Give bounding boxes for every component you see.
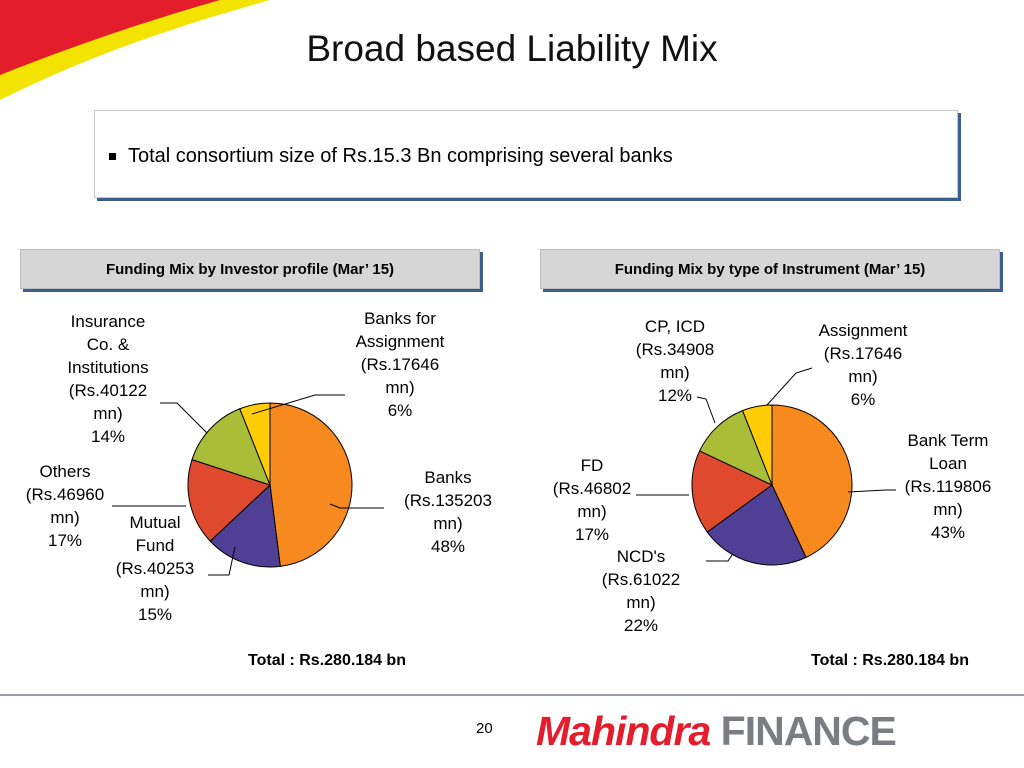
info-box: Total consortium size of Rs.15.3 Bn comp… (94, 110, 958, 198)
leader-line (251, 394, 345, 415)
pie-chart-instrument-svg: Bank Term Loan (Rs.119806 mn) 43% NCD's (Rs.61… (553, 317, 992, 635)
pie-slice-banks (269, 402, 353, 567)
leader-line (208, 546, 236, 576)
leader-line (706, 554, 733, 562)
slice-label-mutual-fund: Mutual Fund (Rs.40253 mn) 15% (116, 513, 194, 624)
bullet-item: Total consortium size of Rs.15.3 Bn comp… (109, 145, 673, 168)
leader-line (847, 489, 896, 493)
slice-label-ncd-s: NCD's (Rs.61022 mn) 22% (602, 547, 680, 635)
pie-chart-investor: Banks (Rs.135203 mn) 48% Mutual Fund (Rs.40253… (0, 295, 512, 645)
pie-slice-bank-term-loan (771, 404, 853, 559)
bullet-text: Total consortium size of Rs.15.3 Bn comp… (128, 145, 673, 167)
leader-line (329, 503, 384, 509)
total-investor: Total : Rs.280.184 bn (248, 652, 406, 669)
bullet-icon (109, 153, 116, 160)
pie-slice-banks-for-assignment (239, 402, 271, 486)
slice-label-others: Others (Rs.46960 mn) 17% (26, 462, 104, 550)
pie-chart-instrument: Bank Term Loan (Rs.119806 mn) 43% NCD's (Rs.61… (512, 295, 1024, 645)
chart-header-instrument: Funding Mix by type of Instrument (Mar’ … (540, 249, 1000, 289)
footer-divider (0, 694, 1024, 696)
corner-decoration (0, 0, 270, 100)
page-number: 20 (476, 720, 493, 737)
pie-slice-fd (691, 450, 773, 533)
pie-chart-investor-svg: Banks (Rs.135203 mn) 48% Mutual Fund (Rs.40253… (26, 309, 492, 624)
pie-slice-assignment (741, 404, 773, 486)
pie-slice-ncd-s (706, 484, 807, 566)
pie-slice-others (187, 459, 271, 542)
total-instrument: Total : Rs.280.184 bn (811, 652, 969, 669)
leader-line (696, 396, 716, 424)
slice-label-banks: Banks (Rs.135203 mn) 48% (404, 468, 492, 556)
slice-label-assignment: Assignment (Rs.17646 mn) 6% (819, 321, 908, 409)
brand-mahindra: Mahindra (536, 708, 711, 754)
leader-line (160, 402, 208, 434)
slice-label-cp-icd: CP, ICD (Rs.34908 mn) 12% (636, 317, 714, 405)
pie-slice-insurance-co-institutions (191, 408, 271, 486)
slice-label-insurance-co-institutions: Insurance Co. & Institutions (Rs.40122 mn) 14… (67, 312, 148, 446)
brand-logo: Mahindra FINANCE (536, 708, 897, 755)
pie-slice-mutual-fund (209, 483, 281, 568)
slice-label-bank-term-loan: Bank Term Loan (Rs.119806 mn) 43% (905, 431, 992, 542)
slice-label-banks-for-assignment: Banks for Assignment (Rs.17646 mn) 6% (356, 309, 445, 420)
slice-label-fd: FD (Rs.46802 mn) 17% (553, 456, 631, 544)
leader-line (766, 367, 813, 406)
brand-finance: FINANCE (720, 708, 897, 754)
pie-slice-cp-icd (698, 409, 773, 486)
chart-header-investor: Funding Mix by Investor profile (Mar’ 15… (20, 249, 480, 289)
slide-title: Broad based Liability Mix (306, 28, 718, 69)
